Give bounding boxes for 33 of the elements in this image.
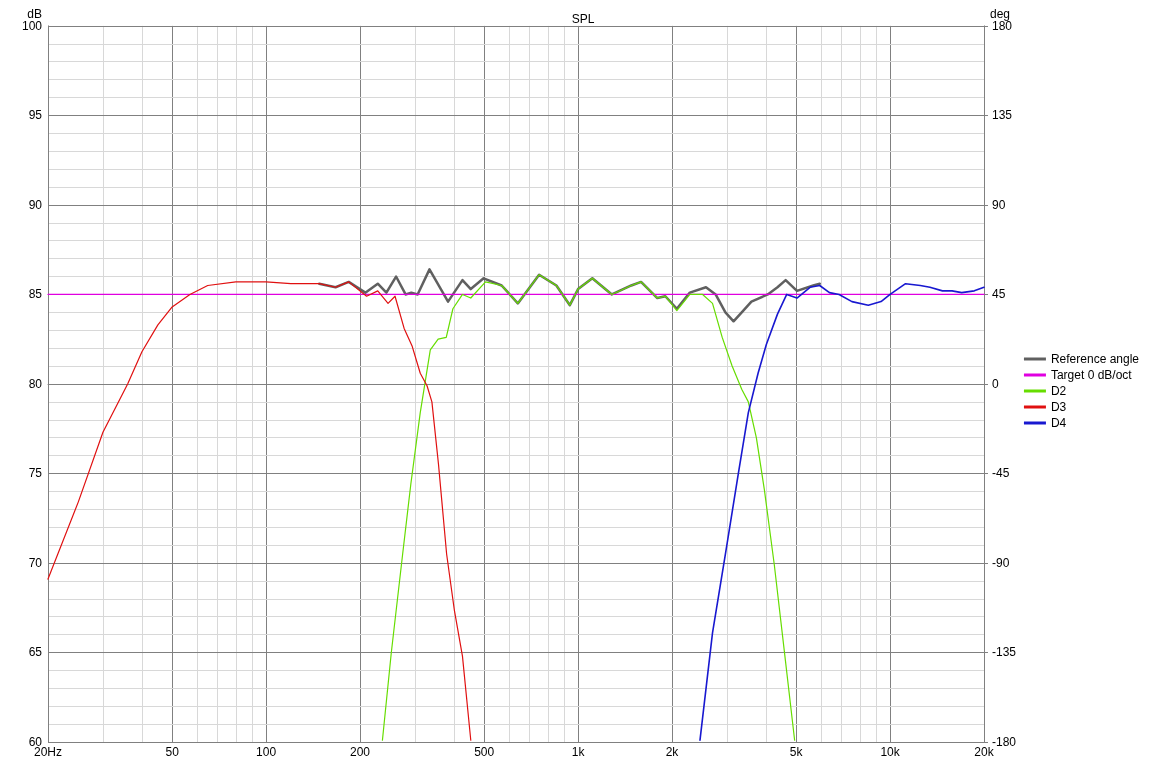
x-tick-label: 500 <box>474 745 495 759</box>
y-tick-label: 65 <box>28 645 43 660</box>
x-tick-label: 1k <box>571 745 586 759</box>
y-tick-label: 95 <box>28 108 43 123</box>
y2-tick-label: 90 <box>992 197 1006 212</box>
legend-label: D3 <box>1050 400 1067 414</box>
legend-label: D4 <box>1050 416 1067 430</box>
y2-axis-title: deg <box>990 7 1011 21</box>
y2-tick-label: 45 <box>992 287 1006 302</box>
x-tick-label: 200 <box>349 745 371 759</box>
y2-tick-label: 135 <box>992 108 1013 123</box>
x-tick-label: 100 <box>256 745 277 759</box>
x-tick-label: 50 <box>165 745 180 759</box>
y2-tick-label: -90 <box>992 555 1010 570</box>
y-tick-label: 85 <box>28 287 43 302</box>
chart-title: SPL <box>571 12 595 26</box>
y2-tick-label: -180 <box>992 735 1017 749</box>
y2-tick-label: 0 <box>992 376 999 391</box>
y-tick-label: 75 <box>28 466 43 481</box>
x-tick-label: 5k <box>789 745 804 759</box>
y2-tick-label: -45 <box>992 466 1010 481</box>
legend-label: Target 0 dB/oct <box>1050 368 1133 382</box>
legend-label: Reference angle <box>1050 352 1140 366</box>
y2-tick-label: -135 <box>992 645 1017 660</box>
x-tick-label: 2k <box>665 745 680 759</box>
y-tick-label: 90 <box>28 197 43 212</box>
y-tick-label: 80 <box>28 376 43 391</box>
legend-label: D2 <box>1050 384 1067 398</box>
x-tick-label: 10k <box>880 745 901 759</box>
x-tick-label: 20k <box>974 745 995 759</box>
y-tick-label: 100 <box>21 18 43 33</box>
y-axis-title: dB <box>27 7 42 21</box>
y-tick-label: 70 <box>28 555 43 570</box>
